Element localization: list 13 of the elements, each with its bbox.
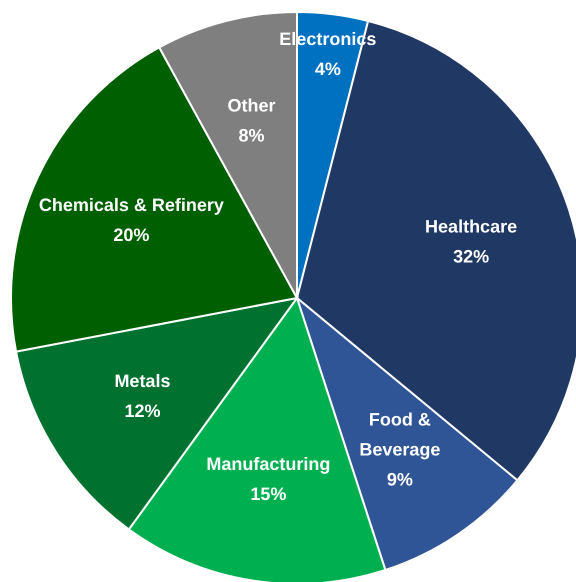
slice-label: Healthcare [425, 216, 518, 236]
slice-label: Metals [114, 371, 170, 392]
data-label: 8% [238, 126, 264, 146]
slice-label: Manufacturing [206, 454, 330, 474]
data-label: 32% [453, 246, 490, 266]
data-label: 15% [250, 484, 286, 504]
data-label: 9% [386, 469, 413, 490]
data-label: 4% [314, 58, 341, 79]
slice-label: Other [227, 96, 276, 116]
slice-label: Chemicals & Refinery [38, 195, 224, 216]
data-label: 20% [113, 225, 150, 246]
data-label: 12% [124, 401, 160, 422]
slice-label: Food & Beverage [359, 409, 440, 460]
